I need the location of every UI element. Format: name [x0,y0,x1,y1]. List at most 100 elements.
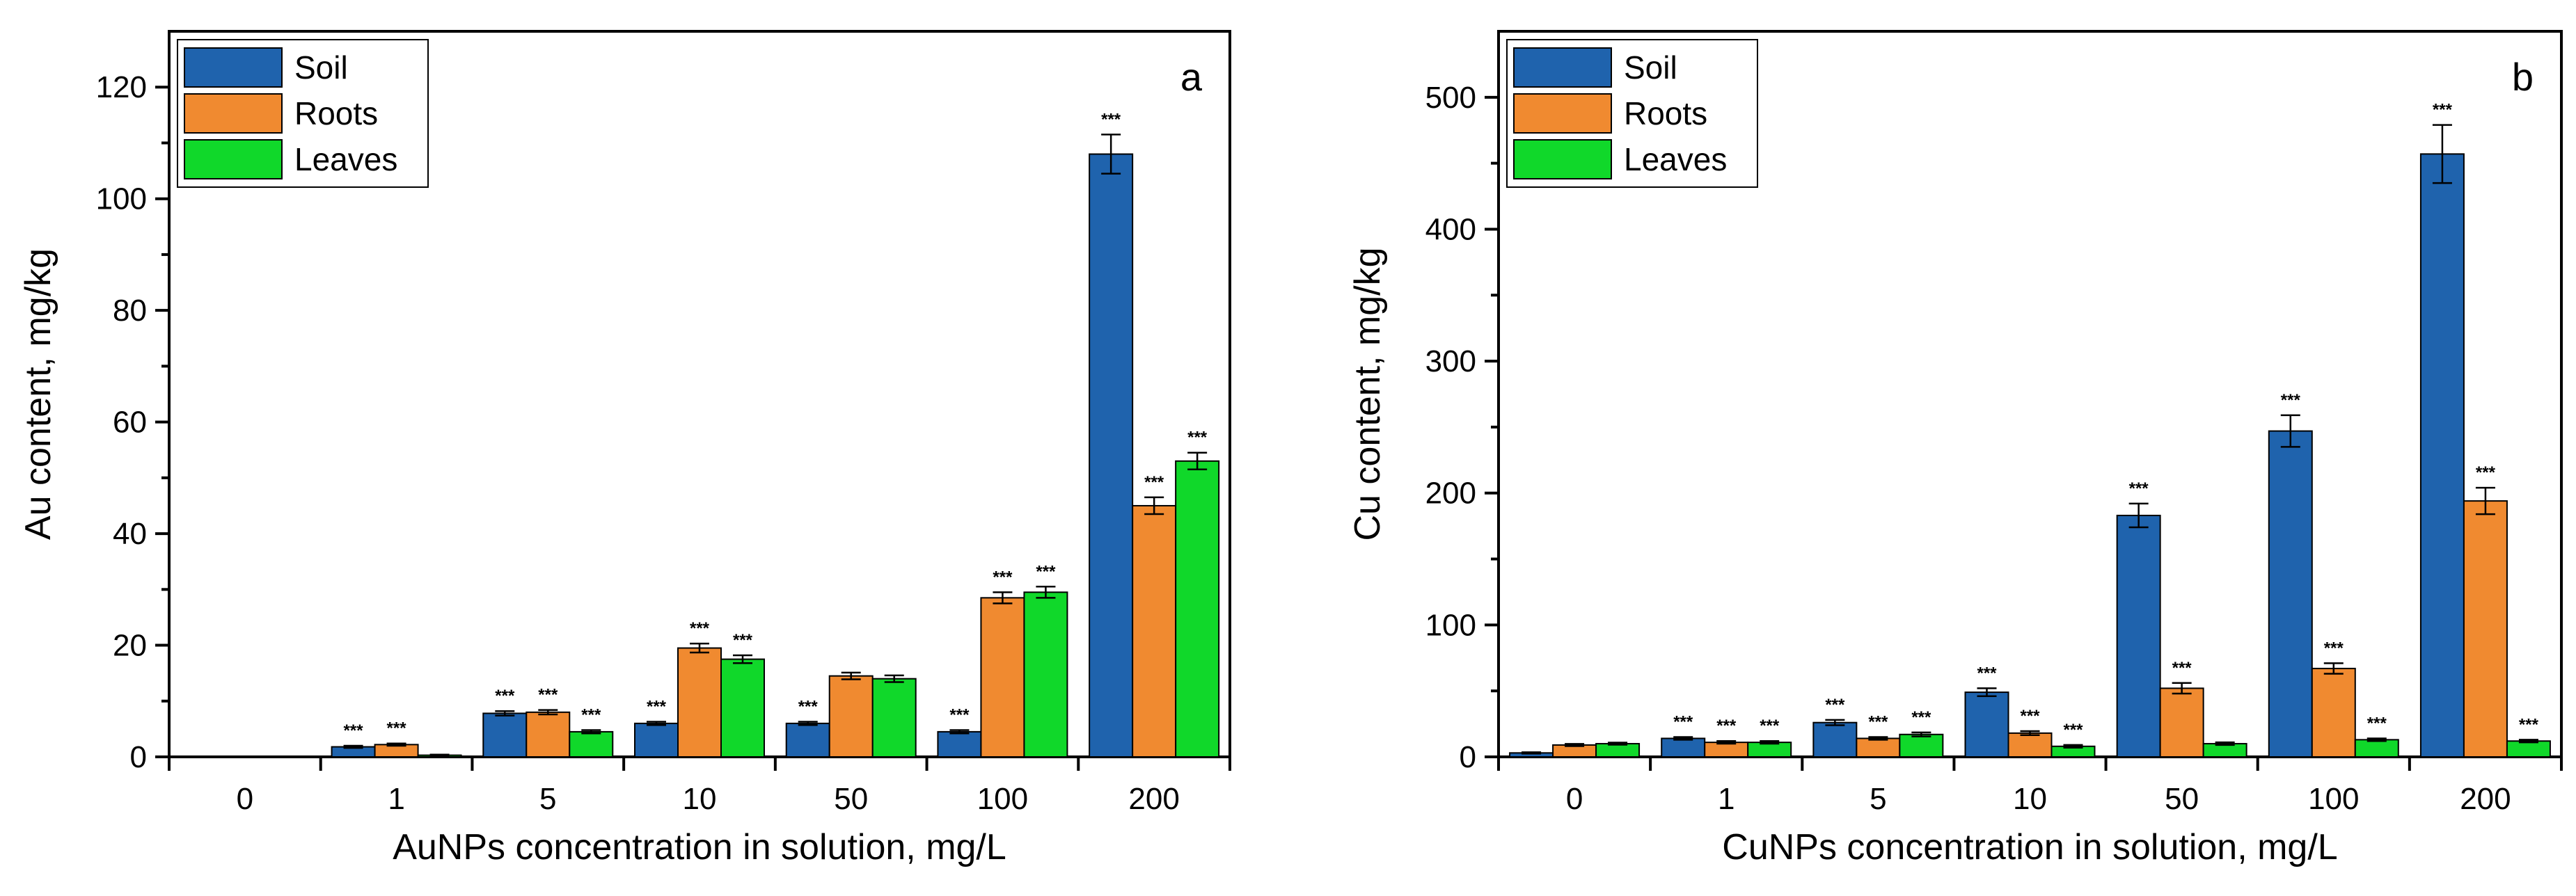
bar-roots [2159,687,2204,758]
bar-leaves [1175,460,1220,758]
significance-label: *** [2172,659,2192,678]
significance-label: *** [1977,664,1997,682]
legend-label: Leaves [1624,141,1727,177]
significance-label: *** [690,619,710,638]
significance-label: *** [1825,696,1845,714]
legend-label: Soil [294,49,348,86]
x-tick-label: 100 [977,782,1028,816]
x-axis-title: AuNPs concentration in solution, mg/L [393,827,1006,867]
significance-label: *** [798,697,819,716]
y-tick-label: 80 [113,294,147,328]
y-axis-title: Cu content, mg/kg [1348,248,1388,541]
y-tick-label: 0 [130,740,147,774]
bar-roots [677,647,722,758]
bar-leaves [1023,591,1068,758]
y-tick-label: 20 [113,629,147,663]
significance-label: *** [2129,479,2149,498]
bar-roots [2463,500,2508,758]
x-tick-label: 10 [2013,782,2047,816]
y-tick-label: 300 [1425,344,1476,378]
bar-leaves [1595,743,1641,758]
significance-label: *** [2281,391,2301,410]
significance-label: *** [733,631,753,650]
bar-roots [1856,737,1901,758]
x-tick-label: 50 [2165,782,2199,816]
bar-soil [937,730,982,758]
y-tick-label: 100 [1425,608,1476,642]
significance-label: *** [1144,473,1164,492]
x-tick-label: 0 [237,782,253,816]
significance-label: *** [2367,714,2387,733]
legend-label: Roots [294,95,378,131]
significance-label: *** [2476,463,2496,482]
legend-swatch-leaves [184,139,283,179]
bar-leaves [871,678,917,758]
significance-label: *** [1036,562,1056,581]
significance-label: *** [1187,429,1208,447]
x-tick-label: 1 [1718,782,1735,816]
x-tick-label: 1 [388,782,404,816]
bar-roots [980,597,1025,758]
significance-label: *** [2063,721,2083,739]
legend-label: Soil [1624,49,1677,86]
bar-roots [2311,667,2356,758]
y-tick-label: 60 [113,406,147,440]
chart-panel-a: 0 20 40 60 80 100 120 0 1 5 10 50 100 200 *** *** *** ***… [18,30,1231,867]
significance-label: *** [387,719,407,738]
y-tick-label: 120 [96,70,147,104]
bar-soil [1661,737,1706,758]
significance-label: *** [1673,713,1693,732]
significance-label: *** [1760,717,1780,735]
x-tick-label: 5 [539,782,556,816]
significance-label: *** [647,697,667,716]
legend-swatch-leaves [1513,139,1612,179]
bar-soil [1964,691,2009,758]
bar-leaves [720,658,765,758]
chart-panel-b: 0 100 200 300 400 500 0 1 5 10 50 100 200 *** *** *** **… [1348,30,2563,867]
y-tick-label: 0 [1460,740,1476,774]
x-tick-label: 5 [1870,782,1886,816]
significance-label: *** [1716,717,1737,735]
y-tick-label: 500 [1425,81,1476,115]
bar-soil [1812,721,1858,758]
significance-label: *** [495,687,515,705]
y-tick-label: 100 [96,182,147,216]
significance-label: *** [2324,639,2344,657]
legend-label: Leaves [294,141,397,177]
bar-soil [2419,153,2465,758]
significance-label: *** [1101,110,1121,129]
bar-roots [1132,504,1177,758]
legend-label: Roots [1624,95,1707,131]
legend-swatch-roots [184,93,283,134]
legend-swatch-soil [1513,47,1612,88]
bar-roots [526,711,571,758]
x-tick-label: 50 [834,782,868,816]
bar-soil [2116,514,2161,758]
x-axis-title: CuNPs concentration in solution, mg/L [1722,827,2337,867]
bar-roots [828,675,874,758]
bar-leaves [1899,733,1944,758]
significance-label: *** [949,705,970,724]
significance-label: *** [581,705,601,724]
x-tick-label: 200 [1128,782,1179,816]
y-tick-label: 400 [1425,212,1476,246]
x-tick-label: 100 [2308,782,2359,816]
significance-label: *** [1868,713,1888,732]
panel-letter: a [1180,55,1203,99]
significance-label: *** [538,686,558,705]
significance-label: *** [2020,707,2040,726]
significance-label: *** [993,568,1013,586]
bar-soil [634,722,679,758]
y-axis-title: Au content, mg/kg [18,248,58,540]
y-tick-label: 40 [113,517,147,551]
bar-leaves [2506,740,2551,758]
bar-soil [785,722,830,758]
bar-roots [2007,732,2053,758]
x-tick-label: 200 [2460,782,2511,816]
bar-soil [2268,430,2313,758]
bar-soil [1089,153,1134,758]
bar-leaves [569,730,614,758]
bar-leaves [2354,739,2399,758]
bar-soil [482,712,528,758]
